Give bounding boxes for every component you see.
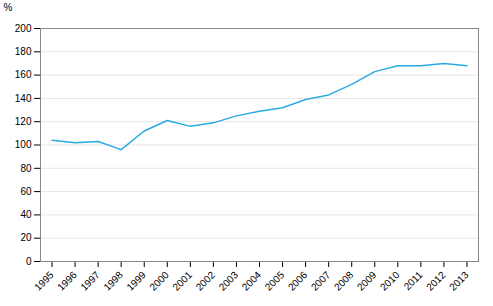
svg-text:100: 100: [15, 139, 32, 150]
svg-text:200: 200: [15, 23, 32, 34]
svg-text:1997: 1997: [78, 269, 102, 293]
svg-text:2006: 2006: [286, 269, 310, 293]
svg-text:1999: 1999: [124, 269, 148, 293]
svg-text:2004: 2004: [240, 269, 264, 293]
svg-text:2005: 2005: [263, 269, 287, 293]
svg-text:2013: 2013: [447, 269, 471, 293]
svg-text:2003: 2003: [217, 269, 241, 293]
svg-text:2008: 2008: [332, 269, 356, 293]
svg-text:2010: 2010: [378, 269, 402, 293]
svg-text:80: 80: [20, 163, 32, 174]
svg-text:2009: 2009: [355, 269, 379, 293]
svg-text:20: 20: [20, 232, 32, 243]
svg-text:2001: 2001: [171, 269, 195, 293]
svg-text:2012: 2012: [424, 269, 448, 293]
svg-text:1995: 1995: [32, 269, 56, 293]
svg-text:2002: 2002: [194, 269, 218, 293]
svg-text:60: 60: [20, 186, 32, 197]
svg-text:120: 120: [15, 116, 32, 127]
svg-text:1996: 1996: [55, 269, 79, 293]
svg-text:180: 180: [15, 46, 32, 57]
svg-text:%: %: [4, 2, 13, 13]
svg-text:160: 160: [15, 69, 32, 80]
svg-text:40: 40: [20, 209, 32, 220]
svg-text:2011: 2011: [402, 269, 425, 292]
svg-text:1998: 1998: [101, 269, 125, 293]
svg-text:0: 0: [26, 256, 32, 267]
svg-text:2000: 2000: [147, 269, 171, 293]
svg-text:2007: 2007: [309, 269, 333, 293]
svg-text:140: 140: [15, 93, 32, 104]
